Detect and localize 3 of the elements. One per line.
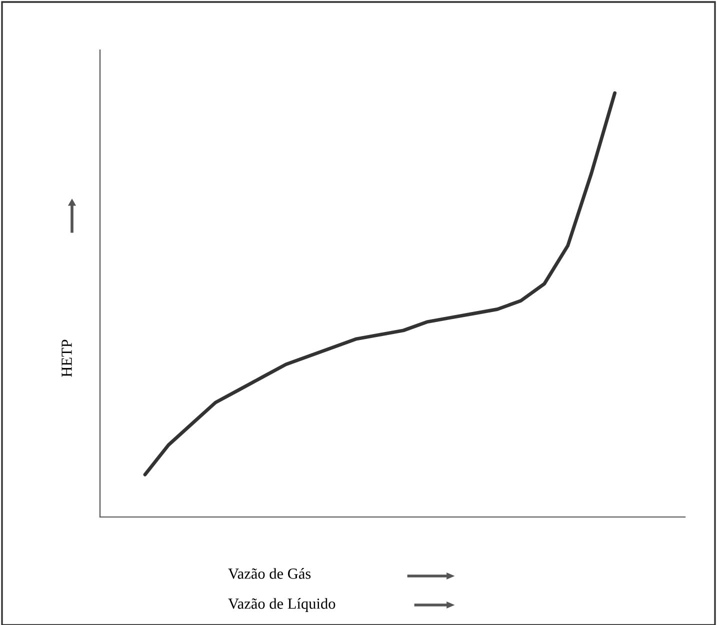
- x-axis-title: Vazão de Gás: [228, 568, 311, 579]
- text: Vazão de Líquido: [228, 598, 336, 612]
- y-axis-title: HETP: [62, 340, 72, 377]
